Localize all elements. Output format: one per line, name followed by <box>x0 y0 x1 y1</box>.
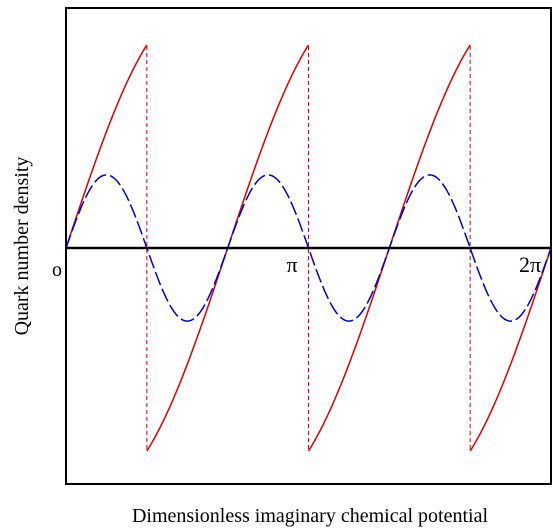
sawtooth-segment-0 <box>65 44 148 249</box>
x-axis-label: Dimensionless imaginary chemical potenti… <box>132 505 488 527</box>
x-tick-label-pi: π <box>286 252 297 277</box>
y-axis-label: Quark number density <box>11 157 33 336</box>
sawtooth-segment-3 <box>469 247 552 452</box>
x-tick-label-2pi: 2π <box>519 252 541 277</box>
x-tick-label-0: o <box>52 259 62 281</box>
